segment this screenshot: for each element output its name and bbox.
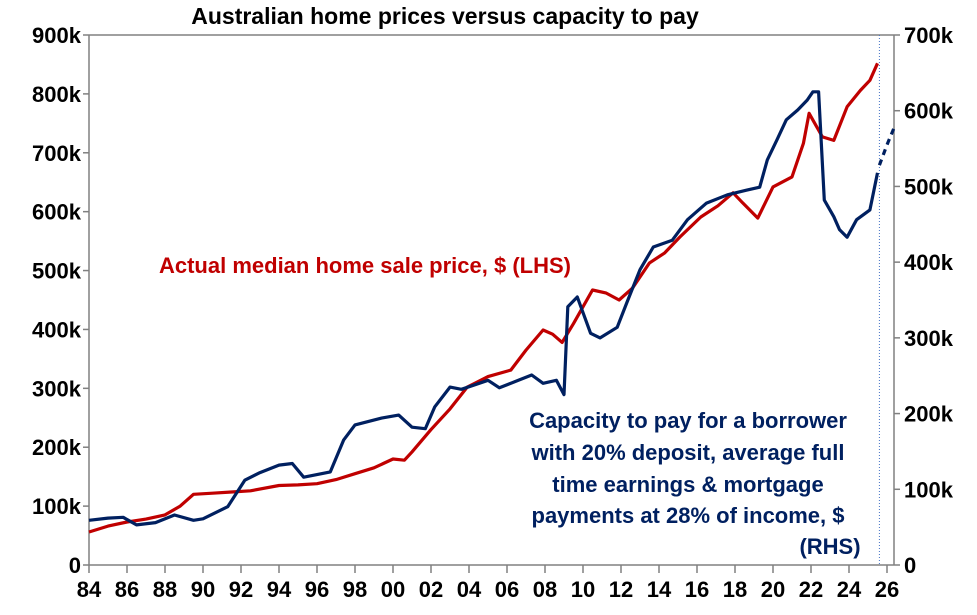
x-tick-label: 84 (77, 577, 102, 602)
right-tick-label: 100k (904, 477, 954, 502)
right-tick-label: 200k (904, 402, 954, 427)
right-tick-label: 300k (904, 326, 954, 351)
blue-label-line: with 20% deposit, average full (531, 440, 845, 465)
x-tick-label: 98 (343, 577, 367, 602)
red-series-label: Actual median home sale price, $ (LHS) (159, 253, 571, 278)
x-tick-label: 10 (571, 577, 595, 602)
left-tick-label: 500k (32, 259, 82, 284)
right-tick-label: 600k (904, 99, 954, 124)
x-tick-label: 88 (153, 577, 177, 602)
blue-label-line: (RHS) (799, 534, 860, 559)
left-tick-label: 400k (32, 317, 82, 342)
right-tick-label: 400k (904, 250, 954, 275)
x-tick-label: 22 (799, 577, 823, 602)
x-tick-label: 04 (457, 577, 482, 602)
left-tick-label: 800k (32, 82, 82, 107)
x-tick-label: 20 (761, 577, 785, 602)
x-tick-label: 90 (191, 577, 215, 602)
left-tick-label: 100k (32, 494, 82, 519)
x-tick-label: 00 (381, 577, 405, 602)
x-tick-label: 14 (647, 577, 672, 602)
x-tick-label: 08 (533, 577, 557, 602)
x-tick-label: 92 (229, 577, 253, 602)
blue-series-label: Capacity to pay for a borrower with 20% … (529, 408, 860, 559)
x-tick-label: 86 (115, 577, 139, 602)
x-tick-label: 24 (837, 577, 862, 602)
blue-label-line: Capacity to pay for a borrower (529, 408, 847, 433)
x-tick-label: 02 (419, 577, 443, 602)
right-tick-label: 0 (904, 553, 916, 578)
x-tick-label: 94 (267, 577, 292, 602)
x-tick-label: 16 (685, 577, 709, 602)
x-tick-label: 26 (875, 577, 899, 602)
blue-label-line: payments at 28% of income, $ (532, 503, 845, 528)
left-tick-label: 700k (32, 141, 82, 166)
capacity-to-pay-line (88, 90, 880, 527)
blue-label-line: time earnings & mortgage (552, 472, 823, 497)
x-tick-label: 96 (305, 577, 329, 602)
axes: 0 100k 200k 300k 400k 500k 600k 700k 800k 900k 0 10… (32, 23, 954, 602)
right-tick-label: 700k (904, 23, 954, 48)
left-tick-label: 300k (32, 376, 82, 401)
x-tick-label: 18 (723, 577, 747, 602)
left-tick-label: 0 (69, 553, 81, 578)
capacity-to-pay-forecast-line (877, 125, 897, 166)
chart-title: Australian home prices versus capacity t… (191, 3, 699, 29)
left-tick-label: 900k (32, 23, 82, 48)
series-lines (88, 62, 897, 534)
left-tick-label: 200k (32, 435, 82, 460)
x-tick-label: 12 (609, 577, 633, 602)
right-tick-label: 500k (904, 174, 954, 199)
left-tick-label: 600k (32, 200, 82, 225)
x-tick-label: 06 (495, 577, 519, 602)
